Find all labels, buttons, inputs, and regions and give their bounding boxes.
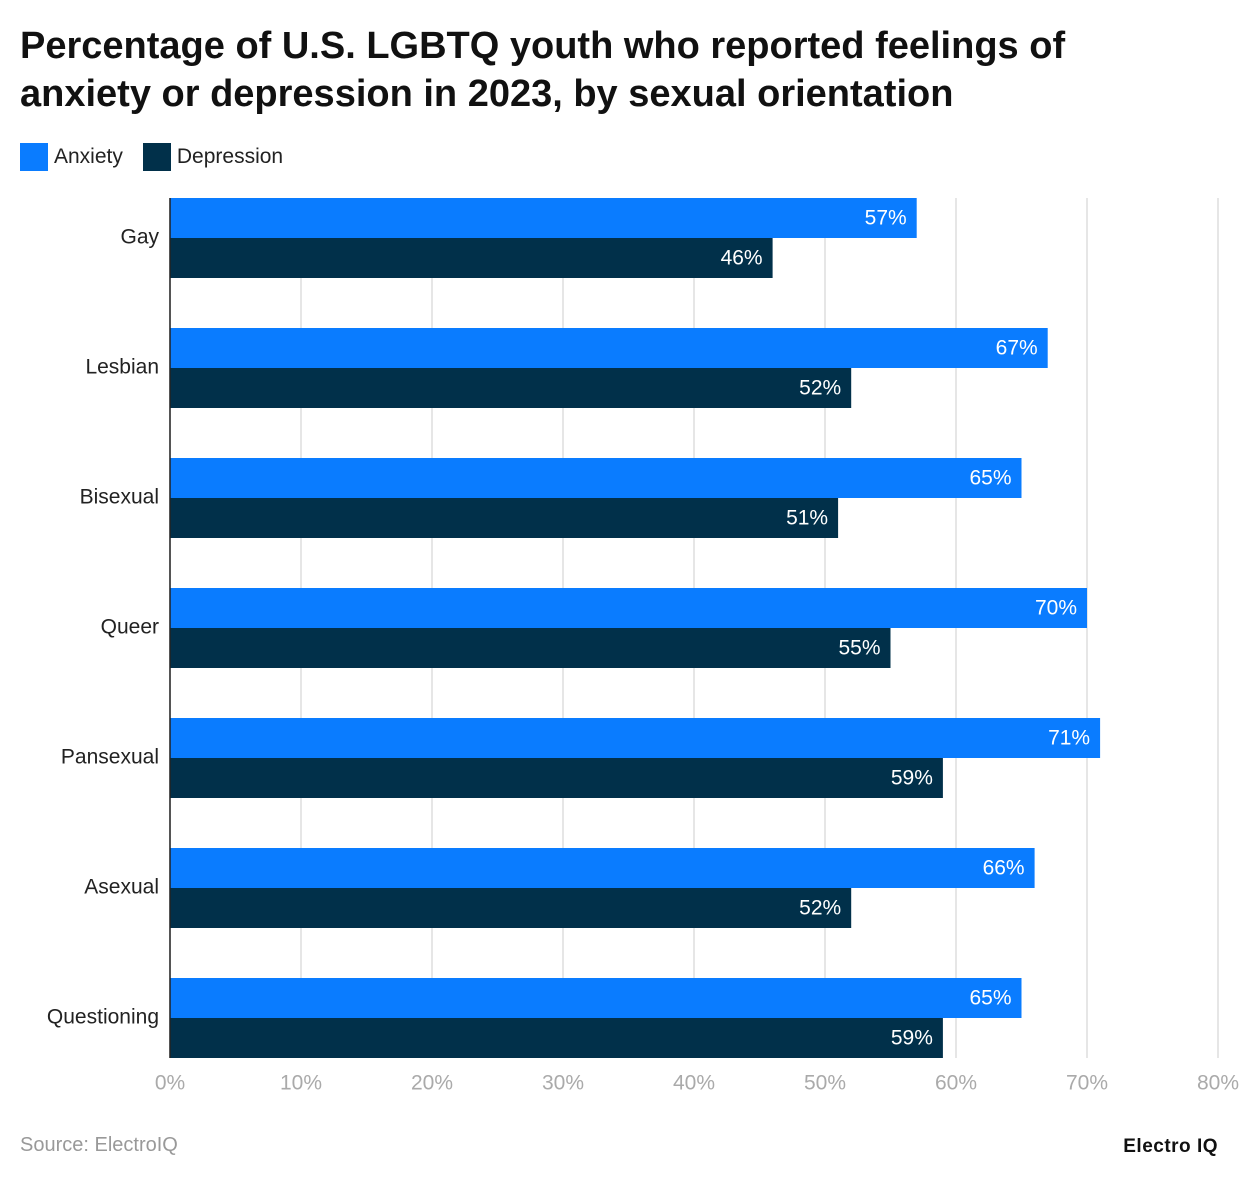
bar [170,718,1101,758]
x-tick-label: 70% [1066,1072,1108,1095]
value-label: 59% [891,1027,933,1050]
bar [170,328,1048,368]
legend-swatch [20,143,48,171]
brand: Electro IQ [1123,1136,1218,1157]
x-tick-label: 50% [804,1072,846,1095]
value-label: 55% [838,637,880,660]
legend-item: Depression [142,143,284,171]
y-tick-label: Lesbian [85,356,159,379]
value-label: 57% [865,207,907,230]
y-tick-label: Queer [101,616,159,639]
x-tick-label: 30% [542,1072,584,1095]
bar [170,888,852,928]
value-label: 67% [996,337,1038,360]
bar [170,458,1022,498]
x-tick-label: 0% [155,1072,185,1095]
chart-title: Percentage of U.S. LGBTQ youth who repor… [20,25,1066,115]
y-tick-label: Gay [120,226,159,249]
value-label: 52% [799,897,841,920]
y-tick-label: Pansexual [61,746,159,769]
value-label: 71% [1048,727,1090,750]
bar [170,848,1035,888]
value-label: 65% [969,467,1011,490]
value-label: 51% [786,507,828,530]
legend-swatch [142,143,171,171]
bar [170,628,891,668]
bar [170,198,917,238]
bar [170,498,839,538]
bar [170,238,773,278]
legend-item: Anxiety [20,143,123,171]
value-label: 46% [721,247,763,270]
value-label: 52% [799,377,841,400]
source: Source: ElectroIQ [20,1134,178,1156]
value-label: 66% [983,857,1025,880]
legend-label: Anxiety [54,145,123,168]
value-label: 59% [891,767,933,790]
y-tick-label: Bisexual [80,486,159,509]
legend: Anxiety Depression [20,143,283,171]
bar [170,1018,943,1058]
bar [170,588,1087,628]
x-tick-label: 60% [935,1072,977,1095]
bar [170,978,1022,1018]
y-tick-label: Asexual [84,876,159,899]
x-tick-label: 80% [1197,1072,1239,1095]
x-tick-label: 40% [673,1072,715,1095]
bar [170,368,852,408]
x-tick-label: 10% [280,1072,322,1095]
bar [170,758,943,798]
value-label: 65% [969,987,1011,1010]
x-tick-label: 20% [411,1072,453,1095]
y-tick-label: Questioning [47,1006,159,1029]
legend-label: Depression [176,145,284,168]
value-label: 70% [1035,597,1077,620]
